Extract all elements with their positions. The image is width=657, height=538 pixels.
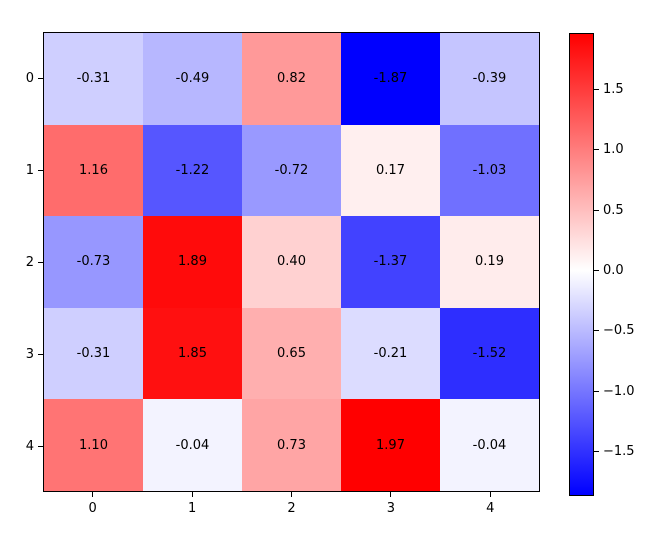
y-axis-tick-label: 4: [25, 438, 34, 454]
cell-value-label: 1.16: [79, 162, 108, 178]
colorbar-tick-mark: [594, 149, 599, 151]
colorbar-tick-label: 1.0: [603, 142, 624, 158]
heatmap-cell: -0.04: [440, 399, 539, 491]
cell-value-label: -0.31: [76, 71, 111, 87]
heatmap-cell: 0.40: [242, 216, 341, 308]
heatmap-cell: -1.37: [341, 216, 440, 308]
cell-value-label: -1.03: [472, 162, 507, 178]
colorbar-tick-label: 1.5: [603, 82, 624, 98]
colorbar-tick-label: 0.5: [603, 202, 624, 218]
heatmap-cell: -0.72: [242, 124, 341, 217]
cell-value-label: -1.87: [373, 71, 408, 87]
y-axis-tick-label: 2: [25, 254, 34, 270]
heatmap-cell: -0.21: [341, 307, 440, 400]
heatmap-cell: -0.39: [440, 33, 539, 125]
heatmap-cell: 0.73: [242, 399, 341, 491]
x-axis-tick-mark: [191, 492, 193, 497]
cell-value-label: -0.49: [175, 71, 210, 87]
x-axis-tick-mark: [92, 492, 94, 497]
y-axis-tick-label: 0: [25, 70, 34, 86]
cell-value-label: 0.73: [277, 437, 306, 453]
colorbar-tick-mark: [594, 89, 599, 91]
y-axis-tick-mark: [38, 261, 43, 263]
colorbar-tick-mark: [594, 209, 599, 211]
cell-value-label: 1.85: [178, 346, 207, 362]
x-axis-tick-label: 2: [287, 501, 296, 516]
heatmap-cell: 0.19: [440, 216, 539, 308]
heatmap-cell: -1.87: [341, 33, 440, 125]
colorbar-tick-label: −1.0: [603, 383, 635, 399]
x-axis-tick-label: 1: [187, 501, 197, 516]
cell-value-label: 0.19: [475, 254, 504, 270]
heatmap-cell: 1.89: [143, 216, 242, 308]
cell-value-label: 0.17: [376, 162, 405, 178]
heatmap-cell: 0.65: [242, 307, 341, 400]
heatmap-cell: -1.52: [440, 307, 539, 400]
colorbar-tick-mark: [594, 270, 599, 272]
heatmap-cell: -0.31: [44, 307, 143, 400]
cell-value-label: -0.72: [274, 162, 309, 178]
x-axis-tick-mark: [489, 492, 491, 497]
colorbar-tick-label: 0.0: [603, 263, 624, 279]
colorbar-tick-mark: [594, 450, 599, 452]
y-axis-tick-mark: [38, 169, 43, 171]
x-axis-tick-mark: [291, 492, 292, 497]
cell-value-label: -0.73: [76, 254, 111, 270]
colorbar-tick-label: −1.5: [603, 443, 635, 459]
heatmap-cell: -0.04: [143, 399, 242, 491]
y-axis-tick-mark: [38, 77, 43, 79]
cell-value-label: 1.10: [79, 437, 108, 453]
x-axis-tick-label: 4: [486, 501, 495, 516]
colorbar: [569, 33, 594, 496]
y-axis-tick-label: 3: [25, 346, 34, 362]
cell-value-label: 0.40: [277, 254, 306, 270]
cell-value-label: -0.21: [373, 346, 408, 362]
y-axis-tick-mark: [38, 353, 43, 355]
cell-value-label: -1.22: [175, 162, 210, 178]
cell-value-label: 1.97: [376, 437, 405, 453]
cell-value-label: -0.39: [472, 71, 507, 87]
heatmap-cell: 0.82: [242, 33, 341, 125]
colorbar-tick-label: −0.5: [603, 323, 635, 339]
cell-value-label: -0.04: [472, 437, 507, 453]
x-axis-tick-label: 3: [386, 501, 396, 516]
heatmap-cell: 1.85: [143, 307, 242, 400]
heatmap-cell: 1.10: [44, 399, 143, 491]
cell-value-label: 1.89: [178, 254, 207, 270]
heatmap-cell: 1.97: [341, 399, 440, 491]
cell-value-label: 0.65: [277, 346, 306, 362]
y-axis-tick-mark: [38, 445, 43, 447]
heatmap-cell: 1.16: [44, 124, 143, 217]
cell-value-label: -0.04: [175, 437, 210, 453]
cell-value-label: -1.37: [373, 254, 408, 270]
heatmap-cell: -1.03: [440, 124, 539, 217]
cell-value-label: -0.31: [76, 346, 111, 362]
cell-value-label: 0.82: [277, 71, 306, 87]
heatmap-cell: -0.49: [143, 33, 242, 125]
heatmap-cell: -0.73: [44, 216, 143, 308]
colorbar-tick-mark: [594, 330, 599, 332]
y-axis-tick-label: 1: [25, 162, 34, 178]
x-axis-tick-mark: [390, 492, 392, 497]
heatmap-cell: -1.22: [143, 124, 242, 217]
heatmap-cell: -0.31: [44, 33, 143, 125]
heatmap-cell: 0.17: [341, 124, 440, 217]
colorbar-tick-mark: [594, 390, 599, 392]
cell-value-label: -1.52: [472, 346, 507, 362]
heatmap-plot-area: -0.31 -0.49 0.82 -1.87 -0.39 1.16 -1.22 -0.72 0.…: [43, 32, 540, 492]
x-axis-tick-label: 0: [88, 501, 97, 516]
